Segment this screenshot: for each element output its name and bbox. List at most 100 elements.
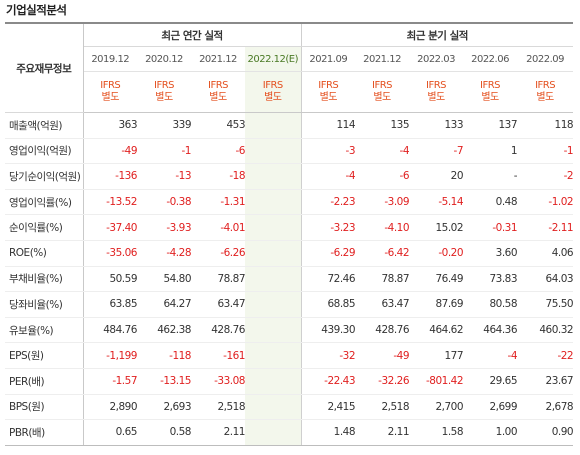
- header-group-row: 주요재무정보 최근 연간 실적 최근 분기 실적: [5, 22, 574, 113]
- table-cell: 63.47: [355, 291, 410, 318]
- table-cell: -49: [355, 342, 410, 369]
- table-cell: [245, 342, 302, 369]
- table-cell: -1: [137, 138, 191, 165]
- period-header: 2021.12: [191, 46, 245, 72]
- table-cell: -2: [517, 163, 574, 190]
- table-cell: 64.03: [517, 265, 574, 293]
- table-cell: 78.87: [191, 265, 245, 293]
- table-cell: -6: [191, 138, 245, 165]
- table-cell: -4: [463, 342, 518, 369]
- row-label: 당좌비율(%): [5, 291, 84, 318]
- row-label: 당기순이익(억원): [5, 163, 84, 190]
- table-cell: -4: [355, 138, 410, 165]
- table-cell: -1.02: [517, 188, 574, 216]
- table-cell: -49: [83, 138, 137, 165]
- table-cell: 63.47: [191, 291, 245, 318]
- table-cell: 80.58: [463, 291, 518, 318]
- table-cell: 54.80: [137, 265, 191, 293]
- ifrs-label: IFRS 별도: [409, 71, 464, 113]
- table-cell: 87.69: [409, 291, 464, 318]
- table-cell: -22: [517, 342, 574, 369]
- row-label: 부채비율(%): [5, 265, 84, 293]
- table-cell: -1.31: [191, 188, 245, 216]
- table-cell: 428.76: [355, 317, 410, 344]
- table-cell: 462.38: [137, 317, 191, 344]
- ifrs-label-line2: 별도: [209, 92, 227, 103]
- table-row: 순이익률(%) -37.40 -3.93 -4.01 -3.23 -4.10 15.02 -0…: [5, 214, 574, 241]
- row-label: ROE(%): [5, 240, 84, 267]
- ifrs-label: IFRS 별도: [83, 71, 137, 113]
- table-cell: 4.06: [517, 240, 574, 267]
- table-cell: 2,890: [83, 394, 137, 421]
- table-cell: 3.60: [463, 240, 518, 267]
- table-cell: -33.08: [191, 368, 245, 395]
- table-cell: 1.00: [463, 419, 518, 446]
- table-cell: [245, 317, 302, 344]
- table-cell: -0.20: [409, 240, 464, 267]
- table-cell: -3.93: [137, 214, 191, 241]
- table-cell: -7: [409, 138, 464, 165]
- ifrs-label-line2: 별도: [155, 92, 173, 103]
- ifrs-label-line2: 별도: [427, 92, 445, 103]
- annual-group-header: 최근 연간 실적: [83, 22, 302, 47]
- table-cell: 114: [301, 112, 356, 139]
- table-cell: -37.40: [83, 214, 137, 241]
- table-cell: -6: [355, 163, 410, 190]
- ifrs-label-line1: IFRS: [372, 80, 393, 91]
- table-cell: [245, 419, 302, 446]
- ifrs-label: IFRS 별도: [301, 71, 356, 113]
- table-cell: 2.11: [191, 419, 245, 446]
- table-cell: -6.29: [301, 240, 356, 267]
- row-label-header: 주요재무정보: [5, 22, 84, 113]
- table-cell: 1: [463, 138, 518, 165]
- period-header: 2021.12: [355, 46, 410, 72]
- table-cell: -136: [83, 163, 137, 190]
- table-cell: -13.15: [137, 368, 191, 395]
- ifrs-label-line2: 별도: [481, 92, 499, 103]
- row-label: BPS(원): [5, 394, 84, 421]
- table-cell: 464.36: [463, 317, 518, 344]
- ifrs-label-line1: IFRS: [535, 80, 556, 91]
- table-row: 당좌비율(%) 63.85 64.27 63.47 68.85 63.47 87.69 80.…: [5, 291, 574, 318]
- table-cell: 135: [355, 112, 410, 139]
- table-cell: [245, 368, 302, 395]
- table-cell: -13: [137, 163, 191, 190]
- table-cell: -6.42: [355, 240, 410, 267]
- financial-table: 주요재무정보 최근 연간 실적 최근 분기 실적 2019.12 2020.12 2…: [5, 22, 574, 446]
- table-cell: -22.43: [301, 368, 356, 395]
- table-cell: -118: [137, 342, 191, 369]
- table-cell: -13.52: [83, 188, 137, 216]
- table-cell: -4.28: [137, 240, 191, 267]
- table-cell: 133: [409, 112, 464, 139]
- ifrs-label: IFRS 별도: [355, 71, 410, 113]
- table-row: 당기순이익(억원) -136 -13 -18 -4 -6 20- -2: [5, 163, 574, 190]
- table-cell: 0.90: [517, 419, 574, 446]
- table-cell: 2,700: [409, 394, 464, 421]
- row-label: PER(배): [5, 368, 84, 395]
- table-cell: 2,415: [301, 394, 356, 421]
- ifrs-label-line2: 별도: [536, 92, 554, 103]
- table-cell: [245, 240, 302, 267]
- table-cell: 75.50: [517, 291, 574, 318]
- table-cell: [245, 394, 302, 421]
- table-cell: -1,199: [83, 342, 137, 369]
- table-cell: 1.58: [409, 419, 464, 446]
- table-cell: -5.14: [409, 188, 464, 216]
- table-body: 매출액(억원) 363 339 453 114 135 133 137 118 영업이익(억원) -…: [5, 112, 574, 446]
- table-cell: 339: [137, 112, 191, 139]
- table-cell: 177: [409, 342, 464, 369]
- ifrs-label-line2: 별도: [264, 92, 282, 103]
- table-row: PBR(배) 0.65 0.58 2.11 1.48 2.11 1.58 1.00 0.90: [5, 419, 574, 446]
- ifrs-header-row: IFRS 별도 IFRS 별도 IFRS 별도 IFRS 별도 IFRS 별도 IFRS 별도 IFRS…: [5, 71, 574, 113]
- row-label: EPS(원): [5, 342, 84, 369]
- table-cell: 439.30: [301, 317, 356, 344]
- table-cell: -35.06: [83, 240, 137, 267]
- period-header: 2022.12(E): [245, 46, 302, 72]
- table-cell: 73.83: [463, 265, 518, 293]
- ifrs-label-line1: IFRS: [100, 80, 121, 91]
- ifrs-label-line1: IFRS: [426, 80, 447, 91]
- table-cell: [245, 138, 302, 165]
- table-cell: -18: [191, 163, 245, 190]
- ifrs-label: IFRS 별도: [517, 71, 574, 113]
- table-cell: 64.27: [137, 291, 191, 318]
